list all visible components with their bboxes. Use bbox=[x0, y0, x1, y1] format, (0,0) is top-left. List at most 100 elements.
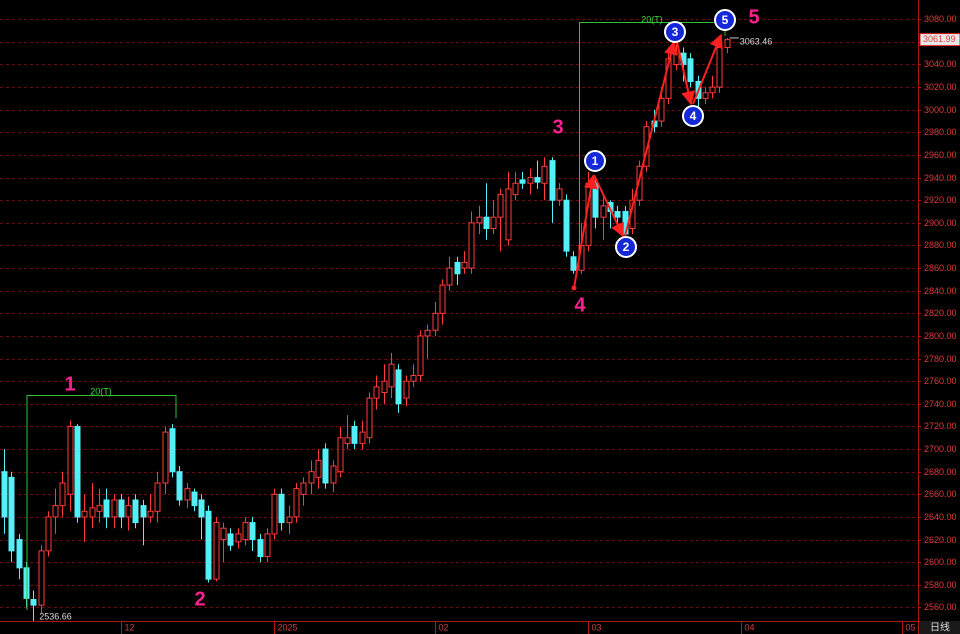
candle-body bbox=[264, 533, 271, 558]
candle-body bbox=[702, 92, 709, 99]
y-tick-label: 2820.00 bbox=[924, 308, 957, 318]
candle-body bbox=[293, 488, 300, 518]
y-tick-label: 3040.00 bbox=[924, 59, 957, 69]
candle-body bbox=[570, 256, 577, 271]
candle-body bbox=[111, 499, 118, 518]
y-tick-label: 2840.00 bbox=[924, 286, 957, 296]
candle-body bbox=[388, 363, 395, 388]
candle-body bbox=[257, 539, 264, 558]
period-box bbox=[920, 621, 960, 634]
candle-body bbox=[673, 52, 680, 65]
candle-body bbox=[176, 471, 183, 501]
candle-body bbox=[424, 329, 431, 337]
candle-body bbox=[439, 284, 446, 314]
candle-body bbox=[446, 267, 453, 286]
wave-marker: 4 bbox=[690, 109, 697, 123]
x-tick-label: 04 bbox=[745, 622, 755, 632]
y-tick-label: 2600.00 bbox=[924, 557, 957, 567]
candle-body bbox=[527, 177, 534, 184]
candle-body bbox=[322, 448, 329, 484]
candle-body bbox=[125, 505, 132, 518]
candle-body bbox=[249, 522, 256, 541]
low-label: 2536.66 bbox=[39, 611, 72, 621]
candle-body bbox=[118, 499, 125, 518]
candle-body bbox=[38, 550, 45, 606]
candle-body bbox=[96, 505, 103, 512]
candle-body bbox=[286, 516, 293, 524]
y-tick-label: 2940.00 bbox=[924, 173, 957, 183]
range-label: 20(T) bbox=[641, 14, 663, 24]
y-tick-label: 2620.00 bbox=[924, 535, 957, 545]
candle-body bbox=[67, 425, 74, 495]
candle-body bbox=[242, 522, 249, 541]
y-tick-label: 2980.00 bbox=[924, 127, 957, 137]
candle-body bbox=[454, 261, 461, 275]
candle-body bbox=[541, 165, 548, 184]
candle-body bbox=[169, 428, 176, 473]
candle-body bbox=[512, 182, 519, 196]
candle-body bbox=[614, 211, 621, 218]
y-tick-label: 2880.00 bbox=[924, 240, 957, 250]
candle-body bbox=[191, 491, 198, 507]
candle-body bbox=[205, 510, 212, 580]
candle-body bbox=[1, 471, 8, 518]
x-tick-label: 02 bbox=[439, 622, 449, 632]
candle-body bbox=[308, 471, 315, 484]
y-tick-label: 3080.00 bbox=[924, 14, 957, 24]
candle-body bbox=[59, 482, 66, 507]
candle-body bbox=[549, 160, 556, 201]
y-tick-label: 2780.00 bbox=[924, 354, 957, 364]
candle-body bbox=[687, 58, 694, 82]
wave-label: 2 bbox=[194, 588, 205, 610]
candle-body bbox=[315, 459, 322, 478]
wave-label: 5 bbox=[748, 6, 759, 28]
candle-body bbox=[519, 179, 526, 184]
y-tick-label: 2720.00 bbox=[924, 421, 957, 431]
wave-marker: 2 bbox=[623, 240, 630, 254]
y-tick-label: 2680.00 bbox=[924, 467, 957, 477]
candle-body bbox=[490, 216, 497, 229]
y-tick-label: 2660.00 bbox=[924, 489, 957, 499]
candle-body bbox=[600, 205, 607, 218]
candle-body bbox=[468, 222, 475, 269]
x-tick-label: 03 bbox=[592, 622, 602, 632]
candle-body bbox=[81, 510, 88, 518]
last-price-label: 3061.99 bbox=[923, 34, 956, 44]
wave-marker: 1 bbox=[592, 154, 599, 168]
candle-body bbox=[709, 86, 716, 94]
wave-label: 1 bbox=[64, 373, 75, 395]
high-label: 3063.46 bbox=[740, 36, 773, 46]
candle-body bbox=[476, 216, 483, 224]
candle-body bbox=[432, 312, 439, 331]
wave-label: 3 bbox=[552, 116, 563, 138]
x-tick-label: 2025 bbox=[278, 622, 298, 632]
candle-body bbox=[271, 493, 278, 535]
candle-body bbox=[417, 335, 424, 377]
candle-body bbox=[592, 182, 599, 218]
candle-body bbox=[16, 539, 23, 569]
candle-body bbox=[658, 97, 665, 122]
y-tick-label: 2580.00 bbox=[924, 580, 957, 590]
last-price-box bbox=[919, 33, 960, 47]
y-tick-label: 2740.00 bbox=[924, 399, 957, 409]
candle-body bbox=[213, 522, 220, 580]
y-tick-label: 2860.00 bbox=[924, 263, 957, 273]
candle-body bbox=[724, 39, 731, 49]
candle-body bbox=[395, 369, 402, 405]
candle-body bbox=[359, 431, 366, 444]
candle-body bbox=[643, 126, 650, 167]
y-tick-label: 3020.00 bbox=[924, 82, 957, 92]
candle-body bbox=[461, 261, 468, 269]
candle-body bbox=[556, 188, 563, 201]
candle-body bbox=[505, 188, 512, 241]
candle-body bbox=[140, 505, 147, 518]
candle-body bbox=[89, 507, 96, 518]
period-label: 日线 bbox=[930, 621, 950, 634]
wave-start bbox=[571, 285, 577, 291]
y-tick-label: 2760.00 bbox=[924, 376, 957, 386]
wave-markers bbox=[584, 9, 736, 258]
candle-body bbox=[483, 216, 490, 229]
candle-body bbox=[8, 476, 15, 552]
y-tick-label: 2700.00 bbox=[924, 444, 957, 454]
